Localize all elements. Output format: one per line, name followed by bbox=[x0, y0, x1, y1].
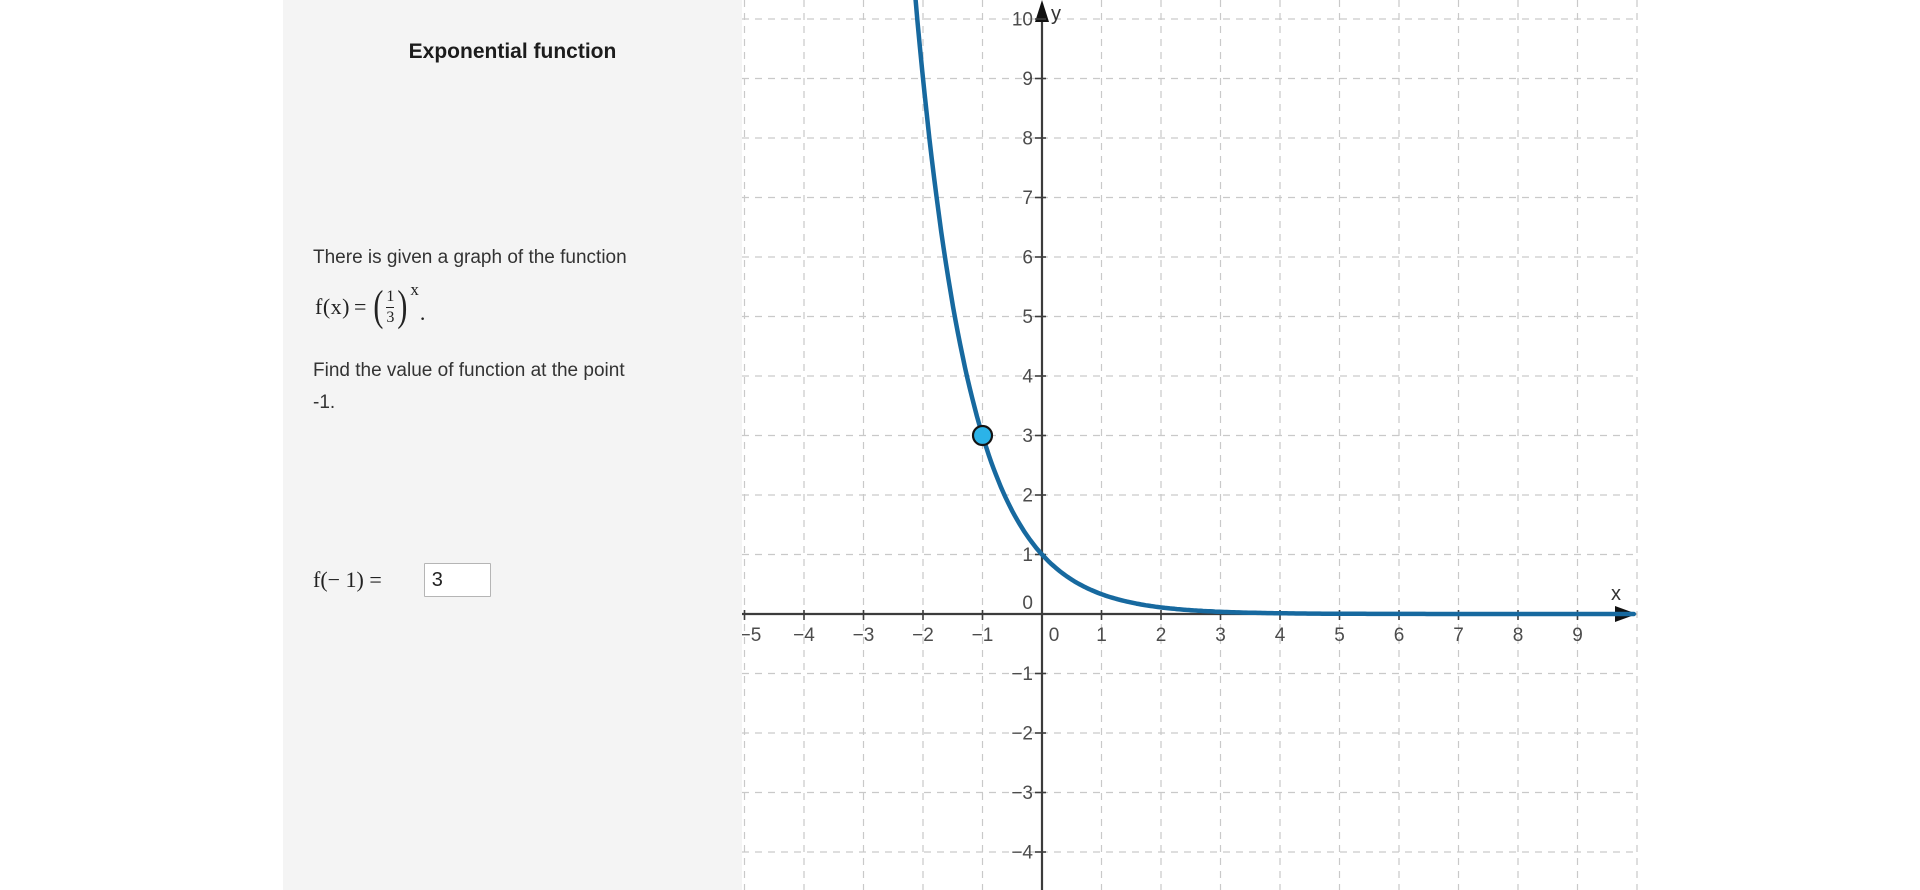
task-line-2: -1. bbox=[313, 392, 336, 413]
x-tick-label: 9 bbox=[1572, 625, 1583, 646]
x-tick-label: 5 bbox=[1334, 625, 1345, 646]
task-line-1: Find the value of function at the point bbox=[313, 360, 625, 381]
x-tick-label: −1 bbox=[972, 625, 994, 646]
formula-equals: = bbox=[353, 294, 367, 319]
y-tick-label: 10 bbox=[1012, 10, 1033, 31]
y-tick-label: 8 bbox=[1022, 129, 1033, 150]
x-tick-label: −5 bbox=[742, 625, 761, 646]
function-formula: f(x) = ( 1 3 ) x . bbox=[315, 280, 426, 331]
y-tick-label: 9 bbox=[1022, 69, 1033, 90]
y-tick-label: −4 bbox=[1011, 843, 1033, 864]
page-title: Exponential function bbox=[408, 40, 617, 63]
x-tick-label: 8 bbox=[1513, 625, 1524, 646]
answer-input[interactable] bbox=[423, 563, 491, 597]
x-tick-label: −2 bbox=[912, 625, 934, 646]
function-curve[interactable] bbox=[913, 0, 1637, 617]
x-tick-label: 7 bbox=[1453, 625, 1464, 646]
y-tick-label: 0 bbox=[1022, 593, 1033, 614]
formula-open-paren: ( bbox=[373, 282, 384, 331]
x-tick-label: 2 bbox=[1156, 625, 1167, 646]
problem-panel: Exponential function There is given a gr… bbox=[283, 0, 742, 890]
x-axis-label: x bbox=[1611, 583, 1621, 605]
x-tick-label: 3 bbox=[1215, 625, 1226, 646]
x-tick-label: −4 bbox=[793, 625, 815, 646]
fraction-bar bbox=[386, 306, 395, 308]
x-tick-label: 6 bbox=[1394, 625, 1405, 646]
formula-denominator: 3 bbox=[386, 308, 395, 326]
y-tick-label: 6 bbox=[1022, 248, 1033, 269]
y-tick-label: 3 bbox=[1022, 426, 1033, 447]
problem-intro: There is given a graph of the function bbox=[313, 247, 627, 268]
grid-lines bbox=[742, 0, 1639, 890]
graph-canvas[interactable]: −5 −4 −3 −2 −1 0 1 2 3 4 5 6 7 8 9109876543210−1−2−3−4… bbox=[740, 0, 1639, 890]
formula-exponent: x bbox=[410, 280, 419, 299]
formula-lhs: f(x) bbox=[315, 294, 350, 319]
formula-period: . bbox=[419, 300, 426, 325]
x-tick-label: 1 bbox=[1096, 625, 1107, 646]
y-axis-arrow bbox=[1035, 0, 1049, 22]
formula-close-paren: ) bbox=[397, 282, 408, 331]
y-axis-label: y bbox=[1051, 3, 1061, 25]
axes bbox=[742, 0, 1637, 890]
formula-numerator: 1 bbox=[386, 287, 395, 305]
y-tick-label: 2 bbox=[1022, 486, 1033, 507]
y-tick-label: 4 bbox=[1022, 367, 1033, 388]
highlighted-point[interactable] bbox=[971, 424, 994, 447]
answer-row: f(− 1) = bbox=[313, 563, 491, 597]
x-tick-label: 4 bbox=[1275, 625, 1286, 646]
graph-region[interactable]: −5 −4 −3 −2 −1 0 1 2 3 4 5 6 7 8 9 10 9 8 7 6 5 4 3 2 1 0 −1 −2 −3 −4… bbox=[740, 0, 1639, 890]
axis-ticks bbox=[743, 18, 1579, 853]
y-tick-label: −2 bbox=[1011, 724, 1033, 745]
x-tick-label: −3 bbox=[853, 625, 875, 646]
x-tick-label: 0 bbox=[1049, 625, 1060, 646]
formula-fraction: 1 3 bbox=[386, 287, 395, 326]
y-tick-label: 7 bbox=[1022, 188, 1033, 209]
answer-label: f(− 1) = bbox=[313, 567, 382, 592]
y-tick-label: −1 bbox=[1011, 664, 1033, 685]
y-tick-label: 1 bbox=[1022, 545, 1033, 566]
y-tick-label: −3 bbox=[1011, 783, 1033, 804]
problem-task: Find the value of function at the point … bbox=[313, 355, 723, 419]
y-tick-label: 5 bbox=[1022, 307, 1033, 328]
